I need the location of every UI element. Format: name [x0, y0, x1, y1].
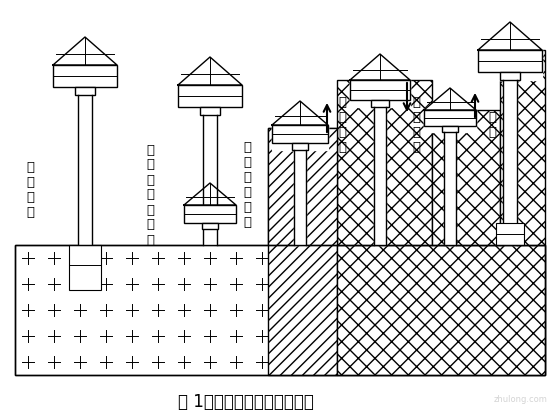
Polygon shape: [292, 143, 308, 150]
Polygon shape: [424, 110, 476, 132]
Polygon shape: [350, 54, 410, 80]
Bar: [268, 128, 337, 375]
Bar: [337, 245, 545, 375]
Polygon shape: [371, 100, 389, 107]
Polygon shape: [53, 65, 117, 95]
Bar: [15, 245, 545, 375]
Bar: [337, 80, 432, 245]
Bar: [478, 50, 542, 72]
Polygon shape: [503, 80, 517, 245]
Bar: [268, 128, 337, 245]
Polygon shape: [478, 22, 542, 50]
Polygon shape: [292, 143, 308, 150]
Polygon shape: [478, 50, 542, 80]
Polygon shape: [203, 115, 217, 245]
Polygon shape: [178, 85, 242, 107]
Bar: [496, 223, 524, 245]
Polygon shape: [75, 87, 95, 95]
Polygon shape: [444, 132, 456, 245]
Polygon shape: [424, 110, 476, 126]
Polygon shape: [424, 88, 476, 110]
Text: 定
位
下
沉: 定 位 下 沉: [26, 161, 34, 219]
Bar: [350, 80, 410, 100]
Text: 沉
降
到
设
计
标
高: 沉 降 到 设 计 标 高: [146, 144, 154, 247]
Polygon shape: [53, 37, 117, 65]
Bar: [200, 107, 220, 115]
Text: 喷
浆
搅
拌
上
升: 喷 浆 搅 拌 上 升: [243, 141, 251, 229]
Bar: [500, 50, 545, 245]
Bar: [371, 100, 389, 107]
Polygon shape: [78, 95, 92, 245]
Bar: [500, 72, 520, 80]
Polygon shape: [478, 50, 542, 72]
Polygon shape: [442, 126, 458, 132]
Polygon shape: [272, 101, 328, 125]
Bar: [424, 110, 476, 126]
Bar: [178, 85, 242, 107]
Polygon shape: [200, 107, 220, 115]
Polygon shape: [53, 65, 117, 87]
Bar: [272, 125, 328, 143]
Polygon shape: [500, 72, 520, 80]
Polygon shape: [350, 80, 410, 107]
Bar: [184, 205, 236, 223]
Polygon shape: [200, 107, 220, 115]
Polygon shape: [294, 150, 306, 245]
Polygon shape: [442, 126, 458, 132]
Polygon shape: [374, 107, 386, 245]
Polygon shape: [178, 85, 242, 115]
Text: 图 1：水泥砂浆桩施工程序示: 图 1：水泥砂浆桩施工程序示: [179, 393, 314, 411]
Polygon shape: [184, 183, 236, 205]
Bar: [292, 143, 308, 150]
Bar: [53, 65, 117, 87]
Bar: [15, 245, 545, 375]
Polygon shape: [500, 72, 520, 80]
Bar: [442, 126, 458, 132]
Polygon shape: [178, 57, 242, 85]
Polygon shape: [202, 223, 218, 229]
Polygon shape: [272, 125, 328, 150]
Polygon shape: [184, 205, 236, 223]
Polygon shape: [350, 80, 410, 100]
Bar: [202, 223, 218, 229]
Polygon shape: [371, 100, 389, 107]
Text: 复
搅
上
升: 复 搅 上 升: [412, 96, 420, 154]
Bar: [75, 87, 95, 95]
Bar: [69, 245, 101, 290]
Text: 复
搅
下
沉: 复 搅 下 沉: [338, 96, 346, 154]
Polygon shape: [272, 125, 328, 143]
Text: 完
毕: 完 毕: [488, 111, 496, 139]
Bar: [432, 110, 500, 245]
Polygon shape: [75, 87, 95, 95]
Text: zhulong.com: zhulong.com: [494, 396, 548, 404]
